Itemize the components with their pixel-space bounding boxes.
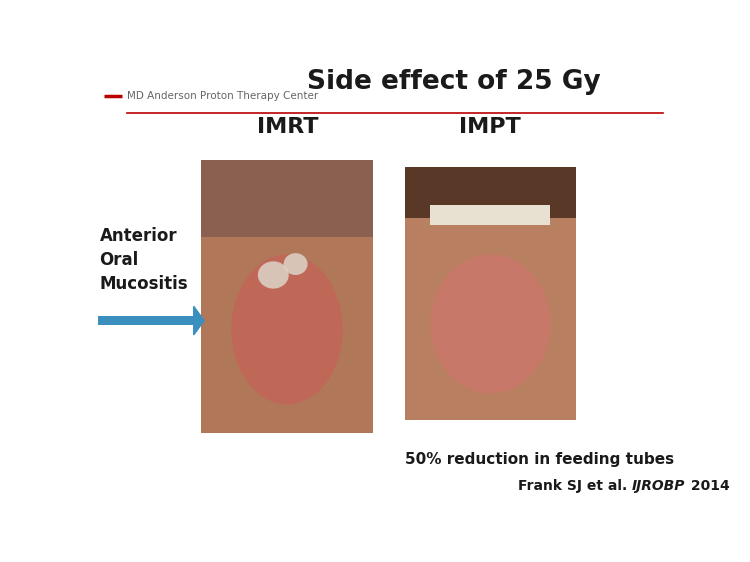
Bar [405,167,576,420]
Bar [430,205,550,225]
Text: Mucositis: Mucositis [100,275,188,293]
Text: Anterior: Anterior [100,227,177,245]
Text: Side effect of 25 Gy: Side effect of 25 Gy [308,69,601,95]
Text: IJROBP: IJROBP [632,479,686,493]
Text: 50% reduction in feeding tubes: 50% reduction in feeding tubes [405,452,674,466]
Polygon shape [194,306,204,335]
Text: Frank SJ et al.: Frank SJ et al. [518,479,632,493]
Bar [201,161,373,237]
Ellipse shape [258,261,289,289]
Text: 2014: 2014 [686,479,729,493]
Text: IMRT: IMRT [256,117,318,137]
Bar [98,316,194,325]
Text: Oral: Oral [100,251,139,269]
Text: MD Anderson Proton Therapy Center: MD Anderson Proton Therapy Center [127,90,318,101]
Ellipse shape [284,253,308,275]
Bar [405,167,576,217]
Text: IMPT: IMPT [459,117,521,137]
Ellipse shape [430,255,550,393]
Ellipse shape [231,255,343,405]
Bar [201,161,373,433]
